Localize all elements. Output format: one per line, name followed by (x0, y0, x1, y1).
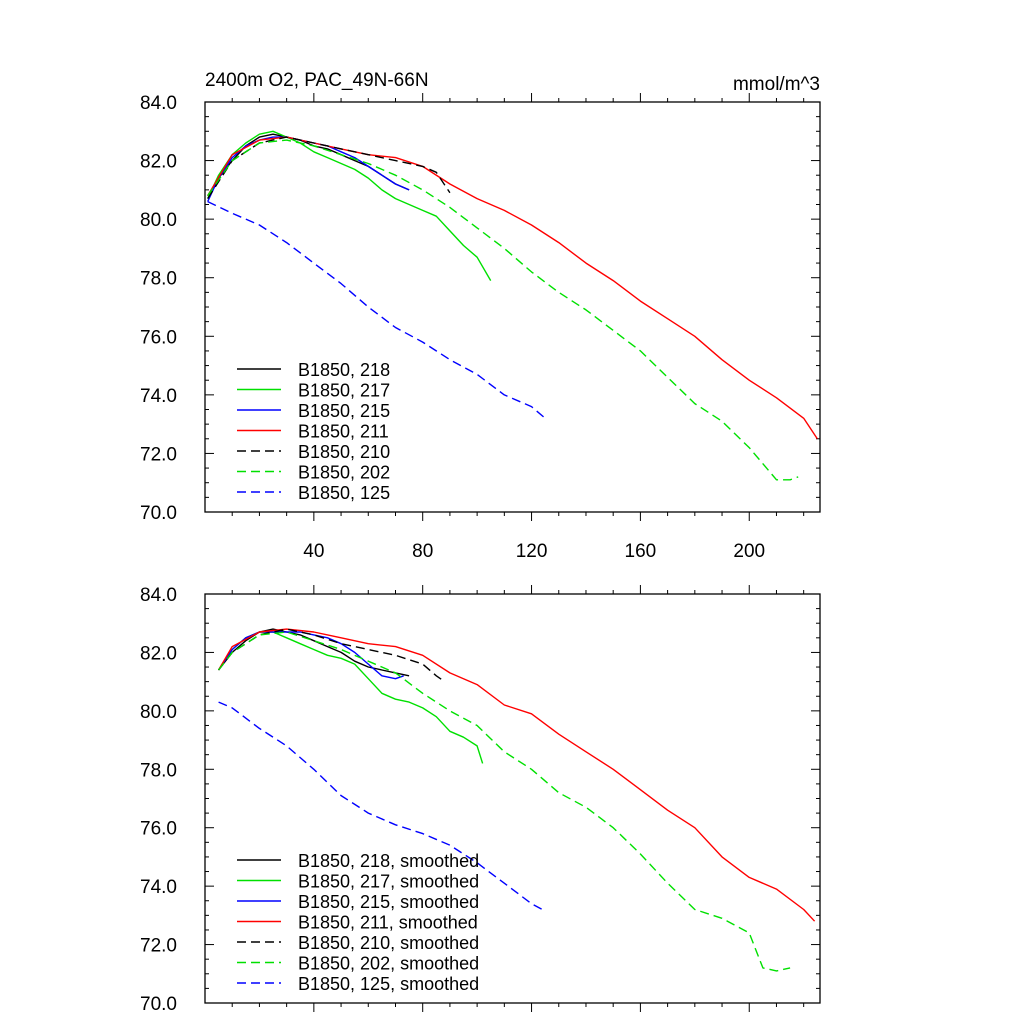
y-tick-label: 72.0 (140, 444, 177, 465)
legend-label-7: B1850, 125 (298, 483, 390, 503)
y-tick-label: 84.0 (140, 585, 177, 606)
x-tick-label: 80 (412, 541, 433, 562)
legend-label-6: B1850, 202 (298, 463, 390, 483)
y-tick-label: 76.0 (140, 819, 177, 840)
x-tick-label: 160 (625, 541, 657, 562)
legend-label-2: B1850, 217, smoothed (298, 872, 479, 892)
x-tick-label: 120 (516, 541, 548, 562)
y-tick-label: 74.0 (140, 386, 177, 407)
y-tick-label: 70.0 (140, 503, 177, 524)
series-group (217, 628, 816, 972)
series-line-3 (207, 136, 410, 202)
legend-label-6: B1850, 202, smoothed (298, 954, 479, 974)
x-tick-label: 40 (303, 541, 324, 562)
series-line-6 (218, 631, 791, 972)
legend-label-5: B1850, 210 (298, 442, 390, 462)
series-line-3 (218, 631, 404, 680)
series-line-2 (207, 130, 492, 281)
y-tick-label: 82.0 (140, 152, 177, 173)
top-panel: 70.0 72.0 74.0 76.0 78.0 80.0 82.0 84.0 40 80 120 1… (140, 70, 821, 562)
legend-label-4: B1850, 211, smoothed (298, 913, 478, 933)
series-line-6 (207, 139, 799, 481)
y-tick-label: 80.0 (140, 210, 177, 231)
series-group (207, 130, 818, 481)
units-label: mmol/m^3 (733, 74, 820, 95)
y-tick-label: 84.0 (140, 93, 177, 114)
bottom-panel: 70.0 72.0 74.0 76.0 78.0 80.0 82.0 84.0 B1850, 2… (140, 585, 821, 1015)
y-tick-label: 72.0 (140, 936, 177, 957)
legend-label-4: B1850, 211 (298, 422, 389, 442)
y-tick-label: 70.0 (140, 994, 177, 1015)
legend-label-3: B1850, 215 (298, 401, 390, 421)
legend-label-7: B1850, 125, smoothed (298, 974, 479, 994)
legend-label-5: B1850, 210, smoothed (298, 933, 479, 953)
legend-label-1: B1850, 218 (298, 360, 390, 380)
y-tick-label: 80.0 (140, 702, 177, 723)
series-line-5 (207, 136, 451, 199)
series-line-7 (218, 701, 543, 911)
chart-title: 2400m O2, PAC_49N-66N (205, 70, 429, 91)
series-line-2 (218, 631, 484, 764)
series-line-7 (207, 200, 546, 419)
legend-label-3: B1850, 215, smoothed (298, 892, 479, 912)
series-line-1 (218, 628, 410, 677)
y-tick-label: 76.0 (140, 327, 177, 348)
series-line-4 (217, 628, 816, 922)
y-tick-label: 78.0 (140, 269, 177, 290)
x-tick-label: 200 (733, 541, 765, 562)
y-tick-label: 74.0 (140, 877, 177, 898)
legend-label-2: B1850, 217 (298, 381, 390, 401)
legend-label-1: B1850, 218, smoothed (298, 851, 479, 871)
y-tick-label: 78.0 (140, 760, 177, 781)
y-tick-label: 82.0 (140, 643, 177, 664)
